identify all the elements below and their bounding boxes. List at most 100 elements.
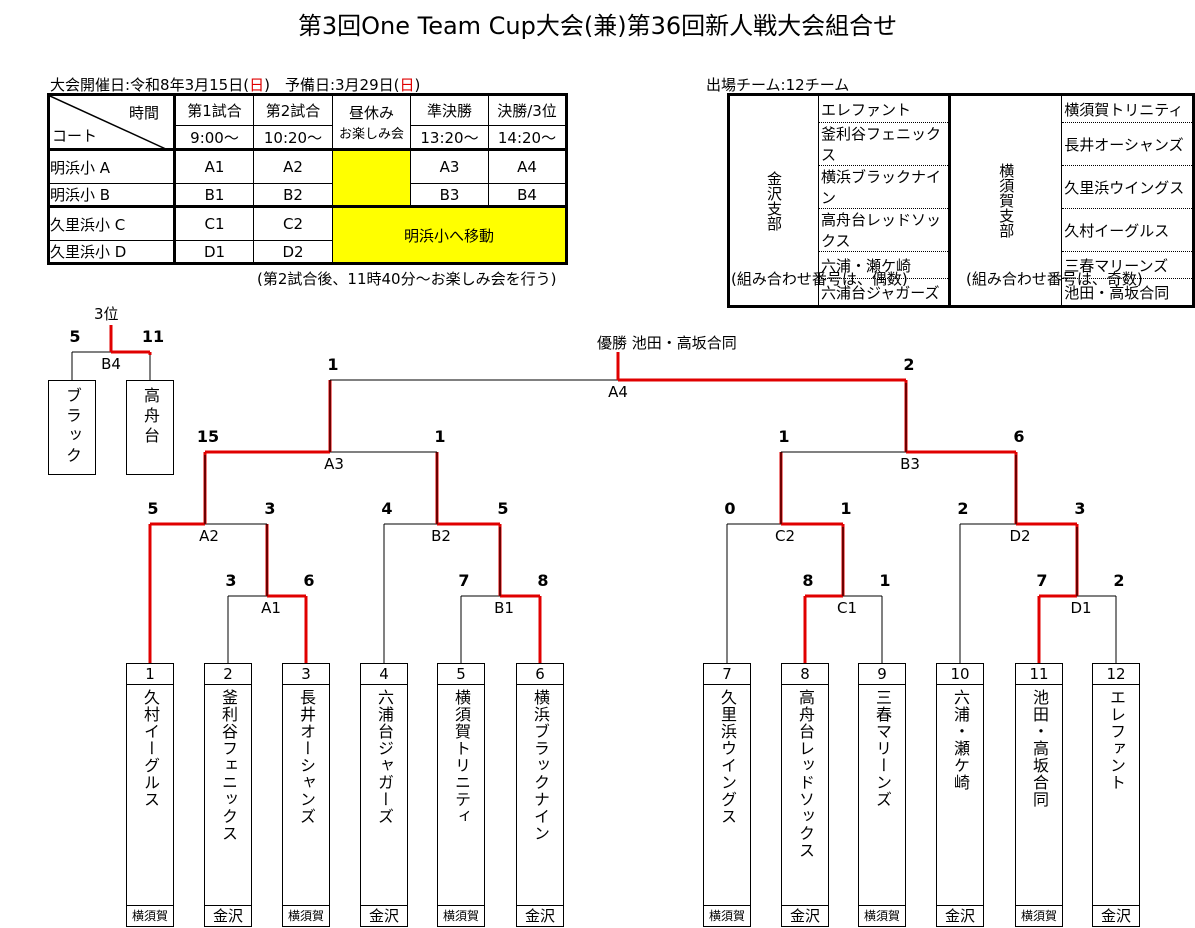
team-name: 六浦・瀬ケ崎 — [951, 689, 970, 791]
match-label: D1 — [1070, 599, 1092, 617]
score: 0 — [724, 499, 736, 518]
team-list-item: 高舟台レッドソックス — [818, 208, 950, 252]
match-label: B4 — [101, 355, 121, 373]
event-date: 大会開催日:令和8年3月15日(日) 予備日:3月29日(日) — [50, 74, 420, 95]
third-place-label: 3位 — [94, 305, 119, 323]
page-title: 第3回One Team Cup大会(兼)第36回新人戦大会組合せ — [297, 12, 898, 40]
score: 6 — [1013, 427, 1025, 446]
team-name: 高舟台レッドソックス — [796, 689, 815, 859]
game-cell: A2 — [253, 149, 333, 184]
score: 5 — [497, 499, 509, 518]
team-branch: 金沢 — [517, 905, 563, 926]
score: 1 — [778, 427, 790, 446]
team-number: 1 — [127, 664, 173, 685]
time-final: 14:20〜 — [488, 125, 567, 151]
team-box: 5 横須賀トリニティ 横須賀 — [437, 663, 485, 927]
team-name: 横須賀トリニティ — [452, 689, 471, 825]
note-right: (組み合わせ番号は、奇数) — [966, 270, 1143, 288]
match-label: A1 — [261, 599, 281, 617]
date-day: 日 — [249, 76, 265, 94]
court-d: 久里浜小 D — [48, 240, 176, 264]
champion-label: 優勝 池田・高坂合同 — [597, 334, 737, 352]
team-number: 3 — [283, 664, 329, 685]
team-list-item: 横浜ブラックナイン — [818, 165, 950, 209]
reserve-day: 日 — [399, 76, 415, 94]
score: 1 — [434, 427, 446, 446]
team-name: 三春マリーンズ — [873, 689, 892, 808]
game-cell: A4 — [488, 149, 567, 184]
team-list-item: エレファント — [818, 94, 950, 123]
match-label: C1 — [836, 599, 858, 617]
team-branch: 金沢 — [205, 905, 251, 926]
team-number: 10 — [937, 664, 983, 685]
score: 1 — [879, 571, 891, 590]
team-branch: 金沢 — [937, 905, 983, 926]
score: 2 — [957, 499, 969, 518]
team-box: 4 六浦台ジャガーズ 金沢 — [360, 663, 408, 927]
match-label: A4 — [608, 383, 628, 401]
score: 3 — [264, 499, 276, 518]
note-left: (組み合わせ番号は、偶数) — [731, 270, 908, 288]
team-branch: 横須賀 — [1016, 905, 1062, 926]
team-list-item: 久村イーグルス — [1061, 208, 1194, 252]
score: 2 — [1113, 571, 1125, 590]
corner-cell: 時間 コート — [48, 94, 176, 151]
score: 11 — [141, 327, 165, 346]
score: 3 — [1074, 499, 1086, 518]
match-label: A2 — [199, 527, 219, 545]
reserve-close: ) — [414, 76, 421, 94]
court-a: 明浜小 A — [48, 149, 176, 184]
team-box: 12 エレファント 金沢 — [1092, 663, 1140, 927]
match-label: D2 — [1009, 527, 1031, 545]
team-branch: 横須賀 — [859, 905, 905, 926]
score: 2 — [903, 355, 915, 374]
team-name: 久村イーグルス — [141, 689, 160, 808]
court-c: 久里浜小 C — [48, 206, 176, 241]
header-final: 決勝/3位 — [488, 94, 567, 126]
team-number: 6 — [517, 664, 563, 685]
game-cell: B2 — [253, 183, 333, 208]
score: 8 — [537, 571, 549, 590]
header-lunch: 昼休み お楽しみ会 — [332, 94, 411, 151]
team-number: 9 — [859, 664, 905, 685]
score: 8 — [802, 571, 814, 590]
game-cell: B4 — [488, 183, 567, 208]
score: 7 — [458, 571, 470, 590]
team-name: 六浦台ジャガーズ — [375, 689, 394, 825]
team-name: 長井オーシャンズ — [297, 689, 316, 825]
team-number: 4 — [361, 664, 407, 685]
team-name: 釜利谷フェニックス — [219, 689, 238, 842]
team-list-item: 池田・高坂合同 — [1061, 278, 1194, 307]
team-branch: 金沢 — [782, 905, 828, 926]
team-name: 横浜ブラックナイン — [531, 689, 550, 842]
teams-table: 金沢支部 エレファント 横須賀支部 横須賀トリニティ 釜利谷フェニックス 長井オーシャンズ… — [727, 93, 1195, 308]
team-list-item: 長井オーシャンズ — [1061, 122, 1194, 166]
match-label: C2 — [774, 527, 796, 545]
game-cell: C1 — [174, 206, 254, 241]
team-box: 3 長井オーシャンズ 横須賀 — [282, 663, 330, 927]
score: 5 — [147, 499, 159, 518]
team-number: 8 — [782, 664, 828, 685]
game-cell: D2 — [253, 240, 333, 264]
score: 7 — [1036, 571, 1048, 590]
team-number: 2 — [205, 664, 251, 685]
score: 3 — [225, 571, 237, 590]
third-team-1: ブラック — [48, 380, 96, 475]
time-game1: 9:00〜 — [174, 125, 254, 151]
lunch-sub: お楽しみ会 — [338, 127, 404, 142]
team-name: エレファント — [1107, 689, 1126, 791]
team-number: 5 — [438, 664, 484, 685]
team-number: 12 — [1093, 664, 1139, 685]
branch-kanazawa: 金沢支部 — [728, 94, 819, 307]
team-branch: 横須賀 — [704, 905, 750, 926]
team-box: 8 高舟台レッドソックス金沢 — [781, 663, 829, 927]
time-game2: 10:20〜 — [253, 125, 333, 151]
corner-time: 時間 — [128, 104, 159, 122]
reserve-text: ) 予備日:3月29日( — [264, 76, 400, 94]
header-semi: 準決勝 — [410, 94, 489, 126]
header-game2: 第2試合 — [253, 94, 333, 126]
team-branch: 横須賀 — [127, 905, 173, 926]
team-name: 久里浜ウイングス — [718, 689, 737, 825]
